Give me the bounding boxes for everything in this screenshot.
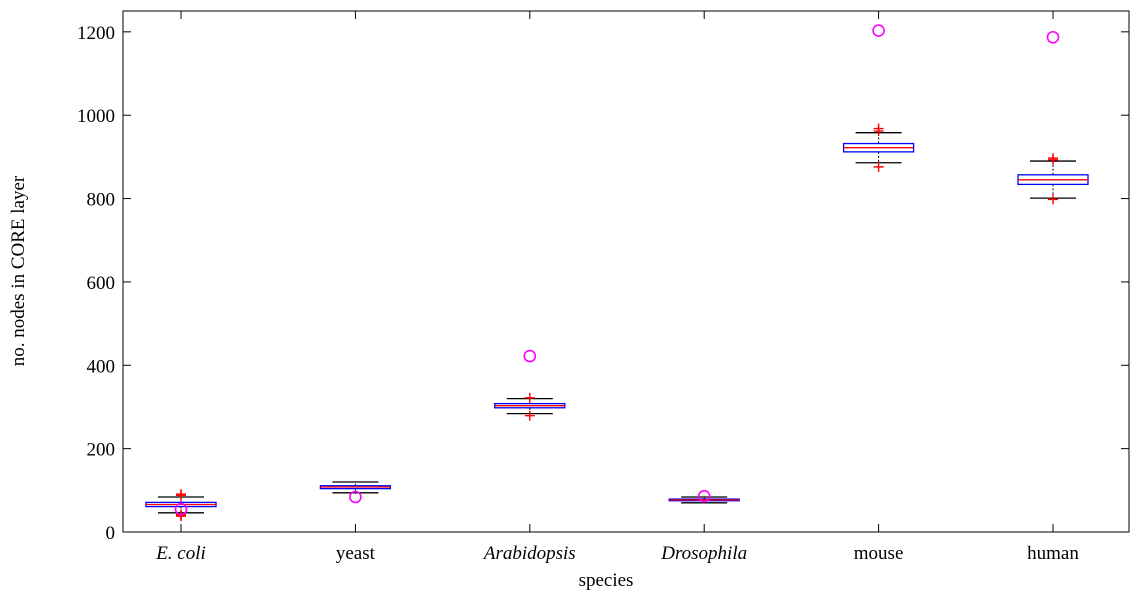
box-0 [145, 489, 217, 522]
box-1 [319, 481, 392, 504]
x-tick-label: Arabidopsis [482, 543, 576, 564]
y-tick-label: 800 [87, 190, 116, 211]
observed-marker [697, 489, 711, 503]
observed-marker [174, 502, 188, 516]
observed-marker [523, 349, 537, 363]
x-tick-label: E. coli [155, 543, 206, 564]
x-axis-title: species [579, 570, 634, 591]
y-tick-label: 1000 [77, 106, 115, 127]
y-tick-label: 400 [87, 356, 116, 377]
outlier-marker [873, 123, 884, 134]
y-tick-label: 0 [106, 523, 116, 544]
box-5 [1017, 30, 1089, 205]
y-tick-label: 600 [87, 273, 116, 294]
box-3 [668, 489, 740, 504]
outlier-marker [873, 161, 884, 172]
x-tick-label: mouse [854, 543, 904, 564]
observed-marker [349, 490, 362, 504]
x-axis: E. coli yeast Arabidopsis Drosophila mouse hu… [155, 11, 1079, 564]
outlier-marker [1048, 153, 1058, 164]
outlier-marker [524, 410, 535, 421]
box-2 [494, 349, 566, 421]
y-axis: 0 200 400 600 800 1000 1200 [77, 23, 1129, 544]
x-tick-label: yeast [336, 543, 376, 564]
observed-marker [872, 24, 885, 37]
box-4 [842, 24, 915, 172]
outlier-marker [524, 392, 535, 403]
y-tick-label: 200 [87, 440, 116, 461]
plot-area [122, 10, 1130, 533]
outlier-marker [176, 489, 186, 500]
box-series [145, 24, 1089, 522]
y-tick-label: 1200 [77, 23, 115, 44]
x-tick-label: human [1027, 543, 1079, 564]
observed-marker [1046, 30, 1060, 44]
outlier-marker [1048, 194, 1058, 205]
y-axis-title: no. nodes in CORE layer [8, 175, 29, 366]
x-tick-label: Drosophila [660, 543, 747, 564]
